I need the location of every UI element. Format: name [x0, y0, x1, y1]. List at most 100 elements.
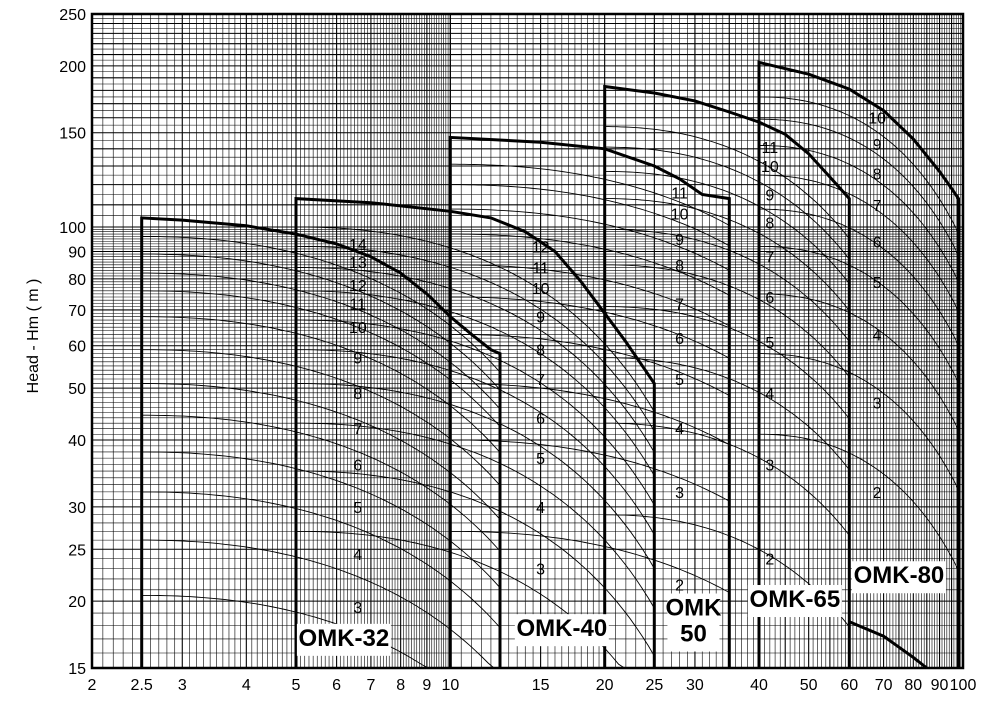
stage-label: 9: [873, 137, 882, 154]
grid: [91, 13, 964, 669]
stage-curve: [141, 316, 501, 453]
stage-curve: [604, 146, 850, 260]
stage-label: 3: [536, 562, 545, 579]
x-tick-label: 15: [532, 677, 550, 694]
stage-curve: [450, 208, 730, 271]
stage-curve: [141, 290, 501, 427]
stage-label: 4: [765, 386, 774, 403]
stage-curve: [296, 422, 655, 609]
x-tick-label: 40: [750, 677, 768, 694]
model-name-background: [851, 561, 946, 594]
stage-curve: [759, 245, 959, 383]
x-tick-label: 30: [686, 677, 704, 694]
stage-label: 11: [532, 261, 549, 278]
y-tick-label: 70: [68, 303, 86, 320]
stage-curve: [296, 290, 655, 476]
stage-curve: [450, 530, 730, 593]
x-tick-label: 100: [950, 677, 977, 694]
stage-label: 9: [353, 351, 362, 368]
x-tick-label: 25: [645, 677, 663, 694]
stage-curve: [141, 272, 501, 410]
model-envelope: [757, 60, 960, 668]
stage-label: 7: [675, 296, 684, 313]
stage-curve: [604, 422, 850, 536]
x-tick-label: 2: [88, 677, 97, 694]
stage-label: 10: [761, 159, 779, 176]
stage-label: 11: [762, 140, 779, 157]
stage-curve: [296, 349, 655, 535]
stage-curve: [759, 433, 959, 571]
stage-curve: [604, 514, 850, 628]
x-tick-label: 4: [242, 677, 251, 694]
y-tick-label: 25: [68, 542, 86, 559]
stage-label: 5: [536, 451, 545, 468]
stage-label: 6: [675, 331, 684, 348]
x-tick-label: 9: [422, 677, 431, 694]
model-name-label: OMK-40: [516, 615, 607, 642]
x-tick-label: 50: [800, 677, 818, 694]
stage-label: 5: [353, 500, 362, 517]
stage-label: 8: [765, 215, 774, 232]
model-name-background: [667, 593, 720, 652]
stage-curve: [141, 491, 501, 628]
stage-curve: [141, 349, 501, 486]
stage-label: 7: [873, 198, 882, 215]
x-tick-label: 6: [332, 677, 341, 694]
y-tick-label: 20: [68, 594, 86, 611]
stage-label: 8: [675, 258, 684, 275]
stage-label: 10: [671, 206, 689, 223]
y-tick-label: 40: [68, 433, 86, 450]
model-name-label: OMK-32: [299, 625, 390, 652]
stage-curve: [759, 96, 959, 234]
stage-curve: [450, 184, 730, 247]
stage-label: 9: [675, 232, 684, 249]
stage-label: 13: [349, 255, 367, 272]
stage-curve: [450, 296, 730, 359]
model-envelope: [448, 135, 731, 668]
envelopes: [140, 60, 960, 670]
model-name-label: OMK-80: [854, 562, 945, 589]
stage-label: 5: [873, 275, 882, 292]
model-name-label: OMK-65: [750, 586, 841, 613]
x-tick-label: 70: [875, 677, 893, 694]
stage-curve: [450, 333, 730, 396]
y-tick-label: 60: [68, 339, 86, 356]
stage-curve: [604, 126, 850, 239]
stage-curve: [296, 383, 655, 569]
stage-label: 8: [536, 343, 545, 360]
y-tick-label: 150: [59, 126, 86, 143]
x-tick-label: 10: [441, 677, 459, 694]
y-tick-label: 90: [68, 244, 86, 261]
stage-curve: [141, 236, 501, 373]
stage-label: 5: [675, 372, 684, 389]
stage-label: 7: [536, 372, 545, 389]
stage-labels: 14131211109876543OMK-321211109876543OMK-…: [296, 111, 946, 656]
stage-label: 11: [671, 185, 688, 202]
stage-curve: [759, 208, 959, 346]
y-axis-title: Head - Hm ( m ): [25, 279, 42, 394]
model-envelope: [603, 84, 851, 668]
y-tick-label: 50: [68, 381, 86, 398]
y-tick-label: 100: [59, 220, 86, 237]
stage-label: 10: [349, 320, 367, 337]
stage-label: 3: [675, 485, 684, 502]
stage-label: 10: [868, 111, 886, 128]
model-name-label: 50: [680, 621, 707, 648]
stage-label: 10: [532, 281, 550, 298]
stage-curve: [604, 264, 850, 378]
model-name-background: [296, 623, 391, 656]
stage-label: 6: [536, 411, 545, 428]
stage-curve: [759, 118, 959, 256]
stage-curve: [604, 198, 850, 311]
stage-label: 5: [765, 335, 774, 352]
stage-label: 6: [765, 290, 774, 307]
plot-frame: [90, 12, 965, 670]
stage-curve: [296, 226, 655, 413]
stage-curve: [296, 245, 655, 432]
stage-label: 7: [353, 422, 362, 439]
y-tick-label: 250: [59, 7, 86, 24]
x-tick-label: 60: [840, 677, 858, 694]
model-envelope: [294, 197, 656, 668]
stage-curve: [759, 145, 959, 282]
